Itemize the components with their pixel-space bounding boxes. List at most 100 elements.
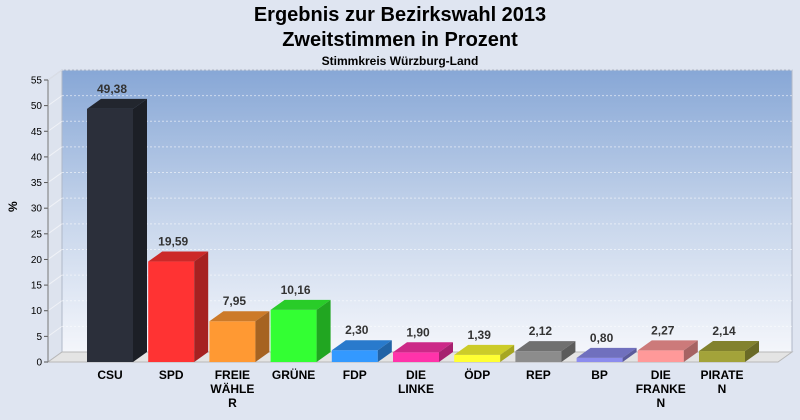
bar-front [87, 108, 133, 362]
bar-top [454, 344, 515, 355]
gridline-side [47, 274, 63, 286]
gridline-side [47, 325, 63, 337]
chart-title-line-2: Zweitstimmen in Prozent [282, 29, 518, 51]
x-tick-label: FDP [343, 368, 367, 382]
bar [331, 340, 392, 362]
y-tick-label: 0 [36, 358, 42, 369]
bar-value-label: 49,38 [97, 82, 127, 96]
gridline-side [47, 197, 63, 209]
bar-front [699, 351, 745, 362]
x-tick-label: FREIE [215, 368, 250, 382]
chart-title: Ergebnis zur Bezirkswahl 2013 [253, 4, 547, 26]
x-tick-label: GRÜNE [272, 367, 315, 382]
bar-top [393, 342, 453, 353]
bar-value-label: 2,14 [712, 324, 736, 338]
bar-side [133, 98, 147, 362]
bar [270, 299, 331, 362]
gridline-side [47, 120, 63, 132]
y-tick-label: 25 [31, 229, 43, 240]
bar [637, 340, 698, 362]
gridline-side [47, 146, 63, 158]
bar-value-label: 2,30 [345, 323, 369, 337]
y-tick-label: 20 [31, 255, 43, 266]
x-tick-label: N [718, 382, 727, 396]
y-tick-label: 10 [31, 306, 43, 317]
bar-front [393, 352, 439, 362]
bar-top [148, 251, 209, 262]
bar [148, 251, 209, 362]
bar-top [270, 299, 331, 310]
bar-front [637, 350, 684, 362]
x-tick-label: DIE [651, 368, 671, 382]
bar [393, 342, 453, 362]
bar [209, 311, 270, 362]
bar-value-label: 10,16 [281, 283, 311, 297]
y-tick-label: 45 [31, 127, 43, 138]
bar [576, 347, 637, 362]
bar-value-label: 2,27 [651, 323, 675, 337]
y-tick-label: 55 [31, 76, 43, 87]
gridline-side [47, 249, 63, 260]
bar-top [209, 311, 270, 322]
bar-side [622, 347, 637, 362]
bar-side [745, 341, 759, 362]
y-tick-label: 40 [31, 152, 43, 163]
bar-value-label: 2,12 [529, 324, 553, 338]
y-tick-label: 30 [31, 204, 43, 215]
bar-front [209, 321, 256, 362]
bar-front [270, 309, 317, 362]
y-tick-label: 35 [31, 178, 43, 189]
bar-side [377, 340, 392, 362]
bar-side [255, 311, 270, 362]
gridline-side [47, 95, 63, 107]
bar-value-label: 1,90 [406, 325, 430, 339]
bar-value-label: 7,95 [223, 294, 247, 308]
bar-top [331, 340, 392, 351]
bar-value-label: 19,59 [158, 235, 188, 249]
bar-top [699, 341, 759, 352]
x-tick-label: N [656, 396, 665, 410]
bar-front [148, 261, 195, 362]
x-tick-label: PIRATE [700, 368, 743, 382]
bar-front [515, 351, 562, 362]
bar-top [637, 340, 698, 351]
chart-subtitle: Stimmkreis Würzburg-Land [321, 54, 479, 68]
x-tick-label: R [228, 396, 237, 410]
bar-side [316, 299, 331, 362]
x-tick-label: BP [591, 368, 608, 382]
bar-side [500, 344, 515, 362]
gridline-side [47, 223, 63, 235]
bar-value-label: 1,39 [468, 328, 492, 342]
bar-value-label: 0,80 [590, 331, 614, 345]
bar [454, 344, 515, 362]
bar-side [439, 342, 453, 362]
bar-top [515, 341, 576, 352]
y-tick-label: 50 [31, 101, 43, 112]
x-tick-label: SPD [159, 368, 184, 382]
x-tick-label: REP [526, 368, 551, 382]
x-tick-label: DIE [406, 368, 426, 382]
bar [515, 341, 576, 362]
bar-side [683, 340, 698, 362]
y-tick-label: 5 [36, 332, 42, 343]
bar-top [576, 347, 637, 358]
x-tick-label: FRANKE [636, 382, 686, 396]
gridline-side [47, 300, 63, 312]
plot-side-wall [47, 69, 63, 363]
bar [87, 98, 147, 362]
x-tick-label: ÖDP [464, 367, 490, 382]
x-tick-label: LINKE [398, 382, 434, 396]
bar-front [331, 350, 378, 362]
bar-front [454, 354, 501, 362]
gridline-side [47, 172, 63, 183]
bar-side [194, 251, 209, 362]
bar-top [87, 98, 147, 109]
gridline-side [47, 69, 63, 81]
x-tick-label: CSU [97, 368, 122, 382]
bar-side [561, 341, 576, 362]
bar [699, 341, 759, 362]
y-tick-label: 15 [31, 281, 43, 292]
x-tick-label: WÄHLE [210, 381, 254, 396]
bar-front [576, 357, 623, 362]
